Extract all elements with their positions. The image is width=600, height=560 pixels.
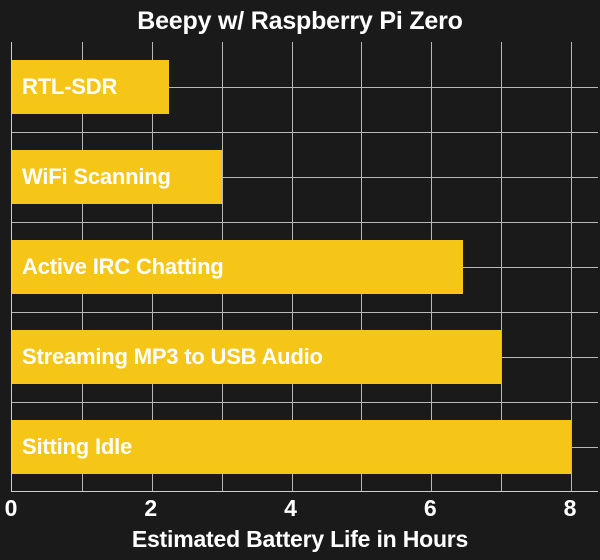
chart-title: Beepy w/ Raspberry Pi Zero: [137, 7, 463, 35]
bar-label: Active IRC Chatting: [22, 253, 224, 279]
x-tick-label: 4: [284, 495, 297, 521]
bar: Active IRC Chatting: [12, 240, 463, 294]
gridline-horizontal: [12, 402, 598, 403]
x-tick-label: 0: [4, 495, 18, 521]
plot-area: RTL-SDR WiFi Scanning Active IRC Chatting S…: [11, 42, 598, 492]
gridline-vertical: [501, 42, 503, 491]
gridline-horizontal: [12, 222, 598, 223]
gridline-horizontal: [12, 87, 598, 88]
x-tick-label: 2: [144, 495, 158, 521]
bar: Streaming MP3 to USB Audio: [12, 330, 502, 384]
x-tick-label: 6: [423, 495, 437, 521]
bar: WiFi Scanning: [12, 150, 222, 204]
bar-label: RTL-SDR: [22, 73, 118, 99]
x-tick-label: 8: [563, 495, 577, 521]
bar: Sitting Idle: [12, 420, 572, 474]
x-axis-tick-labels: 0 2 4 6 8: [0, 494, 600, 524]
gridline-horizontal: [12, 132, 598, 133]
gridline-vertical: [571, 42, 573, 491]
x-axis-title: Estimated Battery Life in Hours: [131, 526, 469, 552]
bar-label: WiFi Scanning: [22, 163, 171, 189]
bar-label: Streaming MP3 to USB Audio: [22, 343, 323, 369]
gridline-horizontal: [12, 177, 598, 178]
bars-layer: RTL-SDR WiFi Scanning Active IRC Chatting S…: [12, 42, 598, 491]
bar: RTL-SDR: [12, 60, 170, 114]
bar-label: Sitting Idle: [22, 433, 133, 459]
gridline-horizontal: [12, 312, 598, 313]
